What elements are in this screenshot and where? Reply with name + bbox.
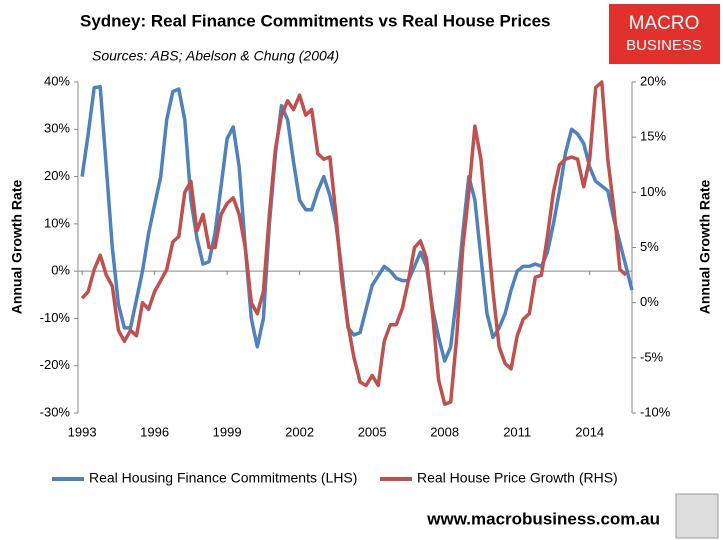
chart-subtitle: Sources: ABS; Abelson & Chung (2004) [92, 48, 339, 64]
y2-axis-label: Annual Growth Rate [697, 180, 713, 315]
series-line [80, 84, 634, 363]
legend-label: Real House Price Growth (RHS) [417, 470, 618, 486]
logo-text: BUSINESS [626, 37, 702, 54]
y2-tick-label: 15% [640, 129, 666, 144]
x-tick-label: 1993 [68, 424, 97, 439]
logo-box [609, 4, 720, 64]
y-tick-label: 10% [44, 215, 70, 230]
series-line [80, 80, 628, 406]
logo-text: MACRO [629, 13, 700, 34]
x-tick-label: 2002 [285, 424, 314, 439]
chart-title: Sydney: Real Finance Commitments vs Real… [80, 11, 551, 30]
x-tick-label: 2014 [575, 424, 604, 439]
y-tick-label: -30% [40, 404, 71, 419]
x-tick-label: 1999 [213, 424, 242, 439]
y-tick-label: 0% [51, 263, 70, 278]
legend-label: Real Housing Finance Commitments (LHS) [89, 470, 357, 486]
y-tick-label: -20% [40, 357, 71, 372]
x-tick-label: 2005 [358, 424, 387, 439]
y-tick-label: 20% [44, 168, 70, 183]
y2-tick-label: 0% [640, 294, 659, 309]
y2-tick-label: 5% [640, 239, 659, 254]
x-tick-label: 1996 [140, 424, 169, 439]
x-tick-label: 2011 [503, 424, 531, 439]
y2-tick-label: -5% [640, 349, 664, 364]
y-tick-label: 40% [44, 73, 70, 88]
y2-tick-label: 20% [640, 73, 666, 88]
y2-tick-label: -10% [640, 404, 671, 419]
y2-tick-label: 10% [640, 184, 666, 199]
logo-icon [675, 493, 719, 539]
y-tick-label: -10% [40, 310, 71, 325]
footer: www.macrobusiness.com.au [426, 509, 660, 528]
y-axis-label: Annual Growth Rate [9, 180, 25, 315]
y-tick-label: 30% [44, 121, 70, 136]
x-tick-label: 2008 [430, 424, 459, 439]
